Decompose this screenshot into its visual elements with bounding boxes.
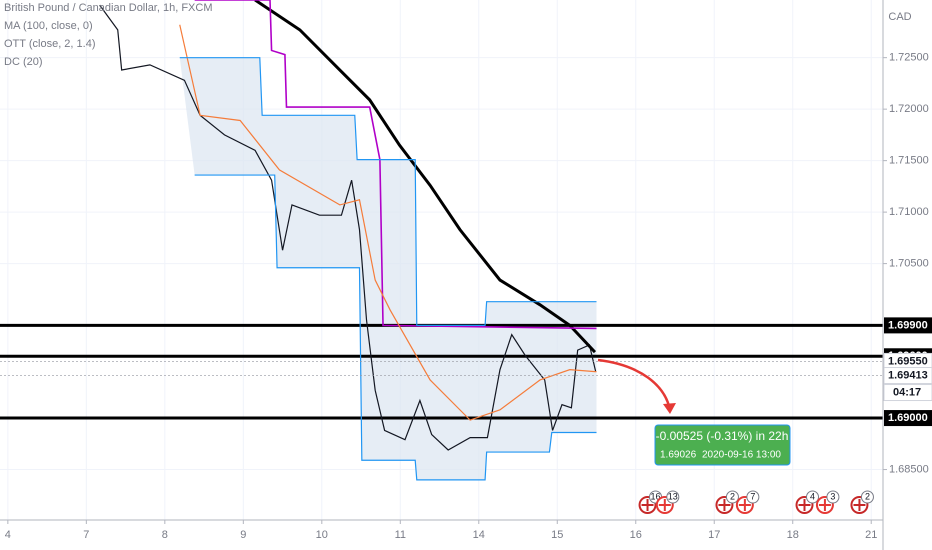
- y-tick-label: 1.72000: [889, 103, 929, 115]
- price-label-box: [884, 410, 932, 427]
- measure-price: 1.69026: [660, 450, 697, 461]
- series-line: [254, 0, 597, 354]
- event-count: 2: [865, 491, 870, 501]
- event-badge: [725, 490, 739, 504]
- symbol-title: British Pound / Canadian Dollar, 1h, FXC…: [4, 2, 213, 14]
- event-count: 4: [810, 491, 815, 501]
- series-line: [179, 57, 597, 326]
- price-label: 1.69550: [888, 355, 928, 367]
- x-tick-label: 14: [473, 529, 485, 541]
- plot: [0, 0, 883, 520]
- x-tick-label: 7: [83, 529, 89, 541]
- legend-entry: MA (100, close, 0): [4, 20, 93, 32]
- x-tick-label: 9: [240, 529, 246, 541]
- event-count: 13: [668, 491, 678, 501]
- event-badge: [666, 490, 680, 504]
- measure-change: -0.00525 (-0.31%) in 22h: [656, 429, 789, 443]
- event-badge: [826, 490, 840, 504]
- price-label: 1.69900: [888, 319, 928, 331]
- y-tick-label: 1.72500: [889, 52, 929, 64]
- x-tick-label: 10: [316, 529, 328, 541]
- countdown-box: [883, 384, 932, 402]
- measure-time: 2020-09-16 13:00: [702, 450, 781, 461]
- currency: CAD: [888, 11, 911, 23]
- event-count: 2: [730, 491, 735, 501]
- price-label-box: [884, 317, 932, 334]
- x-tick-label: 4: [5, 529, 11, 541]
- measure-box: [654, 424, 791, 466]
- x-tick-label: 16: [630, 529, 642, 541]
- event-count: 3: [830, 491, 835, 501]
- price-label: 1.69000: [888, 412, 928, 424]
- event-badge: [746, 490, 760, 504]
- x-tick-label: 21: [865, 529, 877, 541]
- series-line: [194, 174, 597, 481]
- series-line: [194, 0, 597, 330]
- event-count: 16: [651, 491, 661, 501]
- y-tick-label: 1.68500: [889, 463, 929, 475]
- x-tick-label: 15: [551, 529, 563, 541]
- measure-arrow: [597, 358, 672, 411]
- series-line: [99, 4, 597, 451]
- event-badge: [860, 490, 874, 504]
- series-line: [179, 24, 597, 421]
- event-badge: [806, 490, 820, 504]
- event-count: 7: [750, 491, 755, 501]
- x-tick-label: 18: [787, 529, 799, 541]
- x-tick-label: 8: [162, 529, 168, 541]
- price-label-box: [883, 367, 932, 385]
- countdown: 04:17: [893, 386, 921, 398]
- y-tick-label: 1.70500: [889, 258, 929, 270]
- legend-entry: DC (20): [4, 56, 43, 68]
- legend-entry: OTT (close, 2, 1.4): [4, 38, 96, 50]
- channel-fill: [179, 57, 597, 480]
- y-tick-label: 1.71000: [889, 206, 929, 218]
- price-label: 1.69413: [888, 369, 928, 381]
- y-tick-label: 1.71500: [889, 155, 929, 167]
- x-tick-label: 11: [395, 529, 406, 541]
- measure-arrowhead: [663, 403, 676, 414]
- x-tick-label: 17: [708, 529, 720, 541]
